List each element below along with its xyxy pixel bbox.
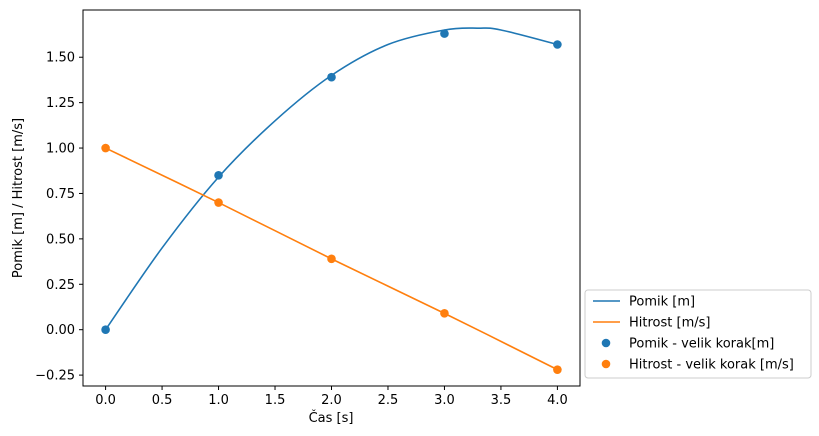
- x-tick-label: 4.0: [547, 393, 568, 408]
- series-point-2: [214, 170, 223, 180]
- x-tick-label: 0.5: [152, 393, 173, 408]
- y-tick-label: 0.50: [46, 232, 75, 247]
- y-tick-label: 1.50: [46, 51, 75, 66]
- x-tick-label: 0.0: [95, 393, 116, 408]
- plot-area: [83, 10, 580, 386]
- x-axis-label: Čas [s]: [309, 410, 354, 426]
- x-tick-label: 2.0: [321, 393, 342, 408]
- y-tick-label: −0.25: [35, 369, 75, 384]
- legend-entry-label: Pomik - velik korak[m]: [629, 337, 774, 352]
- y-tick-label: 0.25: [46, 278, 75, 293]
- series-point-2: [440, 29, 449, 38]
- series-point-3: [101, 143, 110, 153]
- x-tick-label: 1.0: [208, 393, 229, 408]
- y-tick-label: 1.25: [46, 96, 75, 111]
- legend-entry-label: Hitrost [m/s]: [629, 316, 710, 331]
- series-point-3: [440, 309, 449, 318]
- series-point-3: [553, 365, 562, 374]
- series-point-3: [327, 254, 336, 264]
- series-layer: [101, 27, 562, 374]
- legend-marker-swatch: [601, 359, 611, 369]
- legend: Pomik [m] Hitrost [m/s] Pomik - velik kora…: [584, 289, 812, 379]
- x-tick-label: 1.5: [265, 393, 286, 408]
- series-line-0: [104, 27, 558, 331]
- legend-box: [584, 289, 812, 379]
- series-point-2: [327, 72, 336, 82]
- series-point-2: [553, 40, 562, 49]
- x-tick-label: 3.5: [491, 393, 512, 408]
- y-tick-label: 0.75: [46, 187, 75, 202]
- legend-marker-swatch: [601, 338, 611, 348]
- x-tick-label: 2.5: [378, 393, 399, 408]
- legend-entry-label: Hitrost - velik korak [m/s]: [629, 358, 794, 373]
- x-axis: 0.0 0.5 1.0 1.5 2.0 2.5 3.0 3.5 4.0: [95, 386, 568, 408]
- x-tick-label: 3.0: [434, 393, 455, 408]
- y-axis: −0.25 0.00 0.25 0.50 0.75 1.00 1.25 1.50: [35, 51, 83, 384]
- y-tick-label: 1.00: [46, 142, 75, 157]
- y-axis-label: Pomik [m] / Hitrost [m/s]: [11, 118, 26, 278]
- legend-entry-label: Pomik [m]: [629, 295, 695, 310]
- series-point-2: [101, 325, 110, 334]
- series-point-3: [214, 198, 223, 207]
- y-tick-label: 0.00: [46, 323, 75, 338]
